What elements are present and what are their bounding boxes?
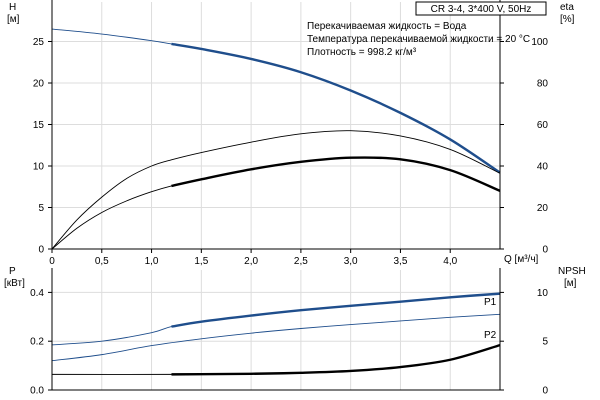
series-line-2 xyxy=(51,157,501,250)
right-tick-label: 40 xyxy=(537,162,549,173)
annotation-density: Плотность = 998.2 кг/м³ xyxy=(307,47,417,58)
x-tick-label: 2,0 xyxy=(244,256,258,267)
x-tick-label: 0 xyxy=(49,256,55,267)
series-label-p1: P1 xyxy=(484,297,497,308)
q-axis-label: Q [м³/ч] xyxy=(504,254,539,265)
right-tick-label: 10 xyxy=(537,288,549,299)
series-duty-0 xyxy=(171,42,501,174)
series-line-1 xyxy=(51,313,501,362)
right-tick-label: 0 xyxy=(542,245,548,256)
chart-title: CR 3-4, 3*400 V, 50Hz xyxy=(431,4,532,15)
power-grid xyxy=(51,270,501,391)
series-label-p2: P2 xyxy=(484,330,497,341)
h-axis-label: H xyxy=(9,2,16,13)
left-tick-label: 20 xyxy=(33,79,45,90)
x-tick-label: 1,0 xyxy=(145,256,159,267)
series-line-2 xyxy=(51,344,501,375)
x-tick-label: 2,5 xyxy=(294,256,308,267)
x-tick-label: 0,5 xyxy=(95,256,109,267)
series-line-0 xyxy=(51,28,501,174)
p-axis-label: P xyxy=(9,266,16,277)
left-tick-label: 10 xyxy=(33,162,45,173)
right-tick-label: 5 xyxy=(542,337,548,348)
right-tick-label: 60 xyxy=(537,120,549,131)
h-axis-unit: [м] xyxy=(7,14,20,25)
series-duty-0 xyxy=(171,292,501,328)
eta-axis-unit: [%] xyxy=(560,14,575,25)
left-tick-label: 0.0 xyxy=(30,386,44,397)
left-tick-label: 25 xyxy=(33,37,45,48)
x-tick-label: 3,5 xyxy=(393,256,407,267)
left-tick-label: 15 xyxy=(33,120,45,131)
npsh-axis-unit: [м] xyxy=(564,278,577,289)
series-line-0 xyxy=(51,293,501,346)
right-tick-label: 100 xyxy=(531,37,548,48)
eta-axis-label: eta xyxy=(560,2,574,13)
x-tick-label: 3,0 xyxy=(344,256,358,267)
power-axes: 0.0 0.2 0.4 0 5 10 xyxy=(30,268,548,397)
right-tick-label: 20 xyxy=(537,203,549,214)
x-tick-label: 4,0 xyxy=(443,256,457,267)
p-axis-unit: [кВт] xyxy=(4,278,25,289)
series-duty-2 xyxy=(171,343,501,376)
left-tick-label: 0.4 xyxy=(30,288,44,299)
npsh-axis-label: NPSH xyxy=(558,266,586,277)
left-tick-label: 0.2 xyxy=(30,337,44,348)
power-series xyxy=(51,292,501,376)
right-tick-label: 80 xyxy=(537,79,549,90)
qh-series xyxy=(51,28,501,250)
title-box xyxy=(415,1,547,16)
left-tick-label: 5 xyxy=(38,203,44,214)
series-line-1 xyxy=(51,130,501,250)
series-duty-2 xyxy=(171,156,501,193)
right-tick-label: 0 xyxy=(542,386,548,397)
left-tick-label: 0 xyxy=(38,245,44,256)
qh-axes: 0 5 10 15 20 25 0 20 40 60 80 100 0 0,5 1,0 1,5 2,0 2,5 3,… xyxy=(33,0,549,267)
x-tick-label: 1,5 xyxy=(194,256,208,267)
annotation-liquid: Перекачиваемая жидкость = Вода xyxy=(307,21,467,32)
annotation-temperature: Температура перекачиваемой жидкости = 20… xyxy=(307,34,530,45)
